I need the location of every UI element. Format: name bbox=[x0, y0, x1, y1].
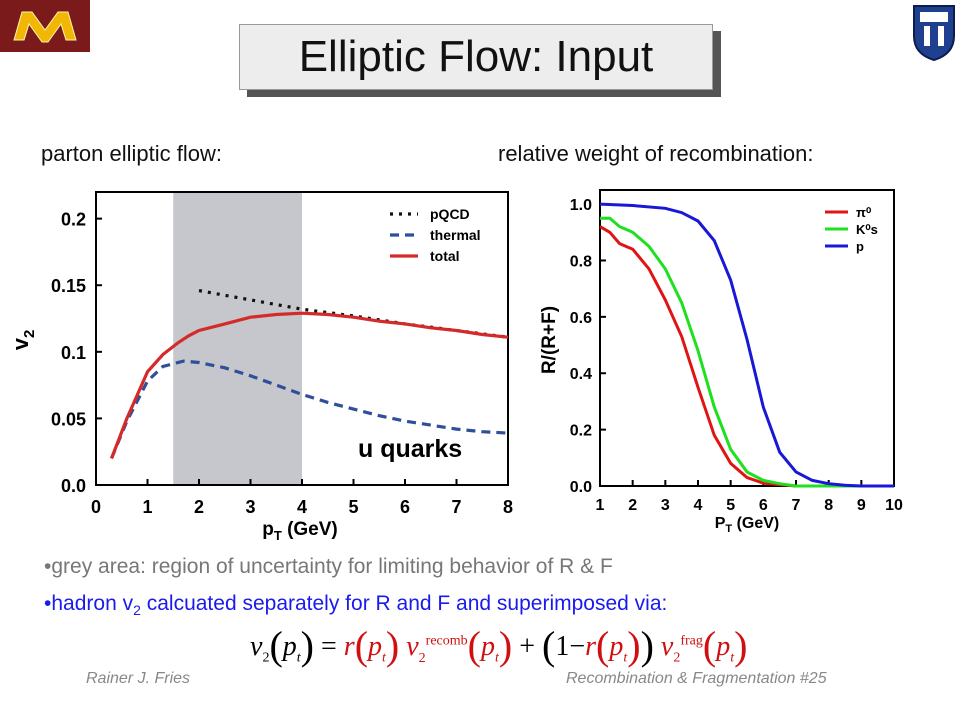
x-axis-label: PT (GeV) bbox=[715, 515, 780, 535]
duke-shield-logo bbox=[910, 2, 958, 62]
x-tick-label: 9 bbox=[857, 497, 866, 514]
chart-annotation: u quarks bbox=[358, 435, 462, 463]
bullet1-text: grey area: region of uncertainty for lim… bbox=[51, 555, 613, 578]
x-tick-label: 4 bbox=[297, 497, 307, 517]
series-line-total bbox=[110, 311, 509, 459]
x-tick-label: 6 bbox=[400, 497, 410, 517]
x-tick-label: 0 bbox=[91, 497, 101, 517]
bullet-hadron-v2: •hadron v2 calcuated separately for R an… bbox=[44, 592, 668, 619]
legend-label-total: total bbox=[430, 248, 460, 264]
x-tick-label: 8 bbox=[503, 497, 513, 517]
m-logo-icon bbox=[0, 0, 90, 52]
bullet2-sub: 2 bbox=[133, 602, 141, 619]
x-tick-label: 10 bbox=[885, 497, 903, 514]
plot-frame bbox=[599, 189, 895, 487]
y-tick-label: 0.4 bbox=[570, 366, 592, 383]
y-tick-label: 0.15 bbox=[51, 276, 86, 296]
university-logo-left bbox=[0, 0, 90, 52]
y-axis-label: v2 bbox=[8, 330, 38, 351]
y-tick-label: 0.0 bbox=[61, 476, 86, 496]
series-line-2 bbox=[599, 202, 894, 488]
x-tick-label: 2 bbox=[628, 497, 637, 514]
shaded-uncertainty-region bbox=[173, 192, 302, 485]
x-tick-label: 7 bbox=[792, 497, 801, 514]
shield-icon bbox=[913, 5, 955, 62]
x-tick-label: 2 bbox=[194, 497, 204, 517]
slide-title: Elliptic Flow: Input bbox=[239, 24, 713, 90]
x-tick-label: 1 bbox=[596, 497, 605, 514]
right-chart-heading: relative weight of recombination: bbox=[498, 141, 814, 166]
x-tick-label: 3 bbox=[661, 497, 670, 514]
x-tick-label: 4 bbox=[694, 497, 703, 514]
x-tick-label: 7 bbox=[451, 497, 461, 517]
x-tick-label: 5 bbox=[348, 497, 358, 517]
bullet2-post: calcuated separately for R and F and sup… bbox=[140, 592, 668, 615]
footer-title: Recombination & Fragmentation #25 bbox=[566, 670, 827, 687]
y-axis-label: R/(R+F) bbox=[539, 306, 560, 374]
x-tick-label: 1 bbox=[142, 497, 152, 517]
y-tick-label: 1.0 bbox=[570, 197, 592, 214]
y-tick-label: 0.2 bbox=[61, 210, 86, 230]
legend-label-2: p bbox=[856, 239, 864, 254]
series-line-1 bbox=[600, 216, 894, 488]
y-tick-label: 0.0 bbox=[570, 479, 592, 496]
superposition-formula: v2(pt) = r(pt) v2recomb(pt) + (1−r(pt)) … bbox=[250, 623, 748, 668]
x-axis-label: pT (GeV) bbox=[262, 519, 338, 543]
series-line-0 bbox=[599, 225, 894, 488]
left-chart-heading: parton elliptic flow: bbox=[41, 141, 222, 166]
y-tick-label: 0.2 bbox=[570, 423, 592, 440]
legend-label-thermal: thermal bbox=[430, 227, 481, 243]
y-tick-label: 0.6 bbox=[570, 310, 592, 327]
x-tick-label: 5 bbox=[726, 497, 735, 514]
y-tick-label: 0.05 bbox=[51, 409, 86, 429]
x-tick-label: 3 bbox=[245, 497, 255, 517]
y-tick-label: 0.1 bbox=[61, 343, 86, 363]
legend-label-pQCD: pQCD bbox=[430, 206, 470, 222]
footer-author: Rainer J. Fries bbox=[86, 670, 191, 687]
bullet-grey-area: •grey area: region of uncertainty for li… bbox=[44, 555, 613, 578]
y-tick-label: 0.8 bbox=[570, 253, 592, 270]
x-tick-label: 6 bbox=[759, 497, 768, 514]
bullet2-pre: hadron v bbox=[51, 592, 134, 615]
x-tick-label: 8 bbox=[824, 497, 833, 514]
legend-label-0: π⁰ bbox=[856, 205, 872, 220]
legend-label-1: K⁰s bbox=[856, 222, 878, 237]
